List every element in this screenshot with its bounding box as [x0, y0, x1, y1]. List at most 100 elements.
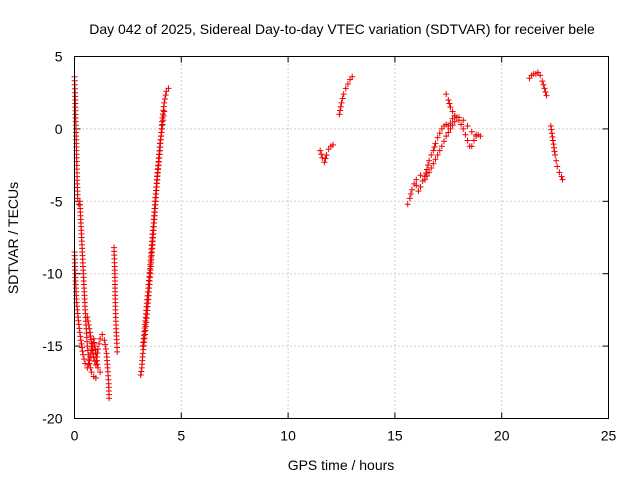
data-point	[559, 176, 566, 183]
data-point	[86, 325, 93, 332]
grid-lines	[74, 56, 609, 419]
x-tick-label: 25	[601, 428, 617, 444]
data-point	[338, 99, 345, 106]
data-point	[470, 137, 477, 144]
data-point	[550, 141, 557, 148]
data-points	[71, 69, 566, 402]
data-point	[85, 318, 92, 325]
data-point	[86, 357, 93, 364]
data-point	[161, 99, 168, 106]
data-point	[425, 162, 432, 169]
data-point	[553, 157, 560, 164]
data-point	[547, 123, 554, 130]
data-point	[321, 159, 328, 166]
y-tick-label: 0	[55, 121, 63, 137]
data-point	[438, 143, 445, 150]
data-point	[408, 186, 415, 193]
data-point	[138, 368, 145, 375]
data-point	[92, 346, 99, 353]
data-point	[89, 343, 96, 350]
data-point	[86, 329, 93, 336]
data-point	[158, 133, 165, 140]
data-point	[436, 130, 443, 137]
data-point	[156, 140, 163, 147]
data-point	[339, 95, 346, 102]
data-point	[548, 130, 555, 137]
data-point	[159, 121, 166, 128]
data-point	[93, 353, 100, 360]
data-point	[77, 333, 84, 340]
data-point	[88, 336, 95, 343]
data-point	[423, 172, 430, 179]
data-point	[539, 78, 546, 85]
data-point	[422, 170, 429, 177]
data-point	[84, 364, 91, 371]
data-point	[89, 347, 96, 354]
data-point	[97, 369, 104, 376]
y-tick-label: -15	[42, 338, 62, 354]
data-point	[337, 107, 344, 114]
data-point	[460, 117, 467, 124]
data-point	[165, 85, 172, 92]
x-tick-label: 15	[387, 428, 403, 444]
data-point	[446, 100, 453, 107]
data-point	[340, 91, 347, 98]
data-point	[322, 155, 329, 162]
data-point	[468, 128, 475, 135]
data-point	[90, 335, 97, 342]
x-axis-title: GPS time / hours	[288, 457, 395, 473]
data-point	[87, 332, 94, 339]
data-point	[543, 92, 550, 99]
data-point	[80, 351, 87, 358]
data-point	[106, 395, 113, 402]
data-point	[101, 337, 108, 344]
data-point	[88, 369, 95, 376]
data-point	[78, 340, 85, 347]
data-point	[430, 160, 437, 167]
data-point	[549, 133, 556, 140]
data-point	[431, 144, 438, 150]
chart-title: Day 042 of 2025, Sidereal Day-to-day VTE…	[89, 21, 595, 37]
data-point	[447, 125, 454, 132]
data-point	[428, 151, 435, 158]
data-point	[114, 348, 121, 355]
data-point	[94, 345, 101, 352]
data-point	[76, 325, 83, 332]
data-point	[556, 169, 563, 176]
data-point	[323, 151, 330, 158]
y-tick-label: -5	[50, 193, 63, 209]
data-point	[451, 112, 458, 119]
data-point	[445, 96, 452, 103]
data-point	[540, 81, 547, 88]
data-point	[413, 176, 420, 183]
data-point	[460, 125, 467, 132]
data-point	[445, 129, 452, 136]
data-point	[430, 147, 437, 154]
data-point	[451, 118, 458, 125]
data-point	[441, 138, 448, 145]
data-point	[455, 114, 462, 121]
data-point	[90, 354, 97, 361]
axis-ticks: 0 5 10 15 20 25 -20 -15 -10 -5 0 5	[42, 49, 616, 444]
x-tick-label: 0	[71, 428, 79, 444]
data-point	[92, 361, 99, 368]
y-tick-label: -10	[42, 266, 62, 282]
data-point	[468, 143, 475, 150]
data-point	[161, 108, 168, 115]
data-point	[541, 85, 548, 92]
data-point	[464, 137, 471, 144]
data-point	[443, 91, 450, 98]
data-point	[432, 140, 439, 147]
data-point	[552, 151, 559, 158]
data-point	[542, 88, 549, 95]
data-point	[102, 345, 109, 352]
data-point	[92, 374, 99, 381]
data-point	[548, 126, 555, 133]
x-tick-label: 20	[494, 428, 510, 444]
y-tick-label: 5	[55, 49, 63, 65]
data-point	[96, 340, 103, 347]
data-point	[85, 361, 92, 368]
data-point	[75, 201, 82, 208]
data-point	[76, 329, 83, 336]
